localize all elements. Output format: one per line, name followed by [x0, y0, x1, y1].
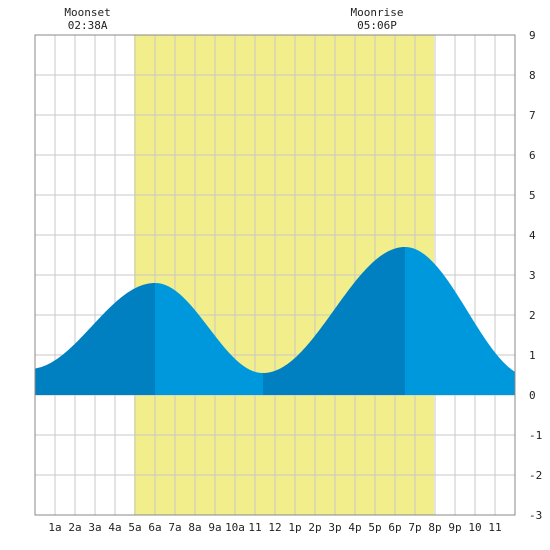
x-tick-label: 1a	[48, 521, 61, 534]
x-tick-label: 10	[468, 521, 481, 534]
y-tick-label: -3	[529, 509, 542, 522]
y-tick-label: 2	[529, 309, 536, 322]
y-tick-label: -2	[529, 469, 542, 482]
x-tick-label: 7p	[408, 521, 421, 534]
moonset-title: Moonset	[64, 6, 110, 19]
x-tick-label: 8p	[428, 521, 441, 534]
x-tick-label: 2a	[68, 521, 81, 534]
x-tick-label: 10a	[225, 521, 245, 534]
y-tick-label: 3	[529, 269, 536, 282]
x-tick-label: 3a	[88, 521, 101, 534]
y-tick-label: 6	[529, 149, 536, 162]
y-tick-label: 1	[529, 349, 536, 362]
plot-frame	[34, 34, 516, 516]
x-tick-label: 6p	[388, 521, 401, 534]
y-tick-label: -1	[529, 429, 542, 442]
x-tick-label: 9p	[448, 521, 461, 534]
moonrise-title: Moonrise	[351, 6, 404, 19]
x-tick-label: 4p	[348, 521, 361, 534]
x-tick-label: 12	[268, 521, 281, 534]
x-tick-label: 6a	[148, 521, 161, 534]
y-tick-label: 5	[529, 189, 536, 202]
tide-area-falling	[155, 283, 263, 395]
x-tick-label: 1p	[288, 521, 301, 534]
x-tick-label: 2p	[308, 521, 321, 534]
x-tick-label: 9a	[208, 521, 221, 534]
x-tick-label: 7a	[168, 521, 181, 534]
y-tick-label: 7	[529, 109, 536, 122]
tide-area-rising	[263, 247, 405, 395]
x-tick-label: 5a	[128, 521, 141, 534]
x-tick-label: 11	[248, 521, 261, 534]
tide-area-rising	[35, 283, 155, 395]
x-tick-label: 8a	[188, 521, 201, 534]
y-tick-label: 0	[529, 389, 536, 402]
y-tick-label: 8	[529, 69, 536, 82]
moonrise-time: 05:06P	[357, 19, 397, 32]
x-tick-label: 11	[488, 521, 501, 534]
x-tick-label: 5p	[368, 521, 381, 534]
x-tick-label: 4a	[108, 521, 121, 534]
y-tick-label: 4	[529, 229, 536, 242]
x-tick-label: 3p	[328, 521, 341, 534]
moonset-time: 02:38A	[68, 19, 108, 32]
tide-area-falling	[405, 247, 515, 395]
y-tick-label: 9	[529, 29, 536, 42]
